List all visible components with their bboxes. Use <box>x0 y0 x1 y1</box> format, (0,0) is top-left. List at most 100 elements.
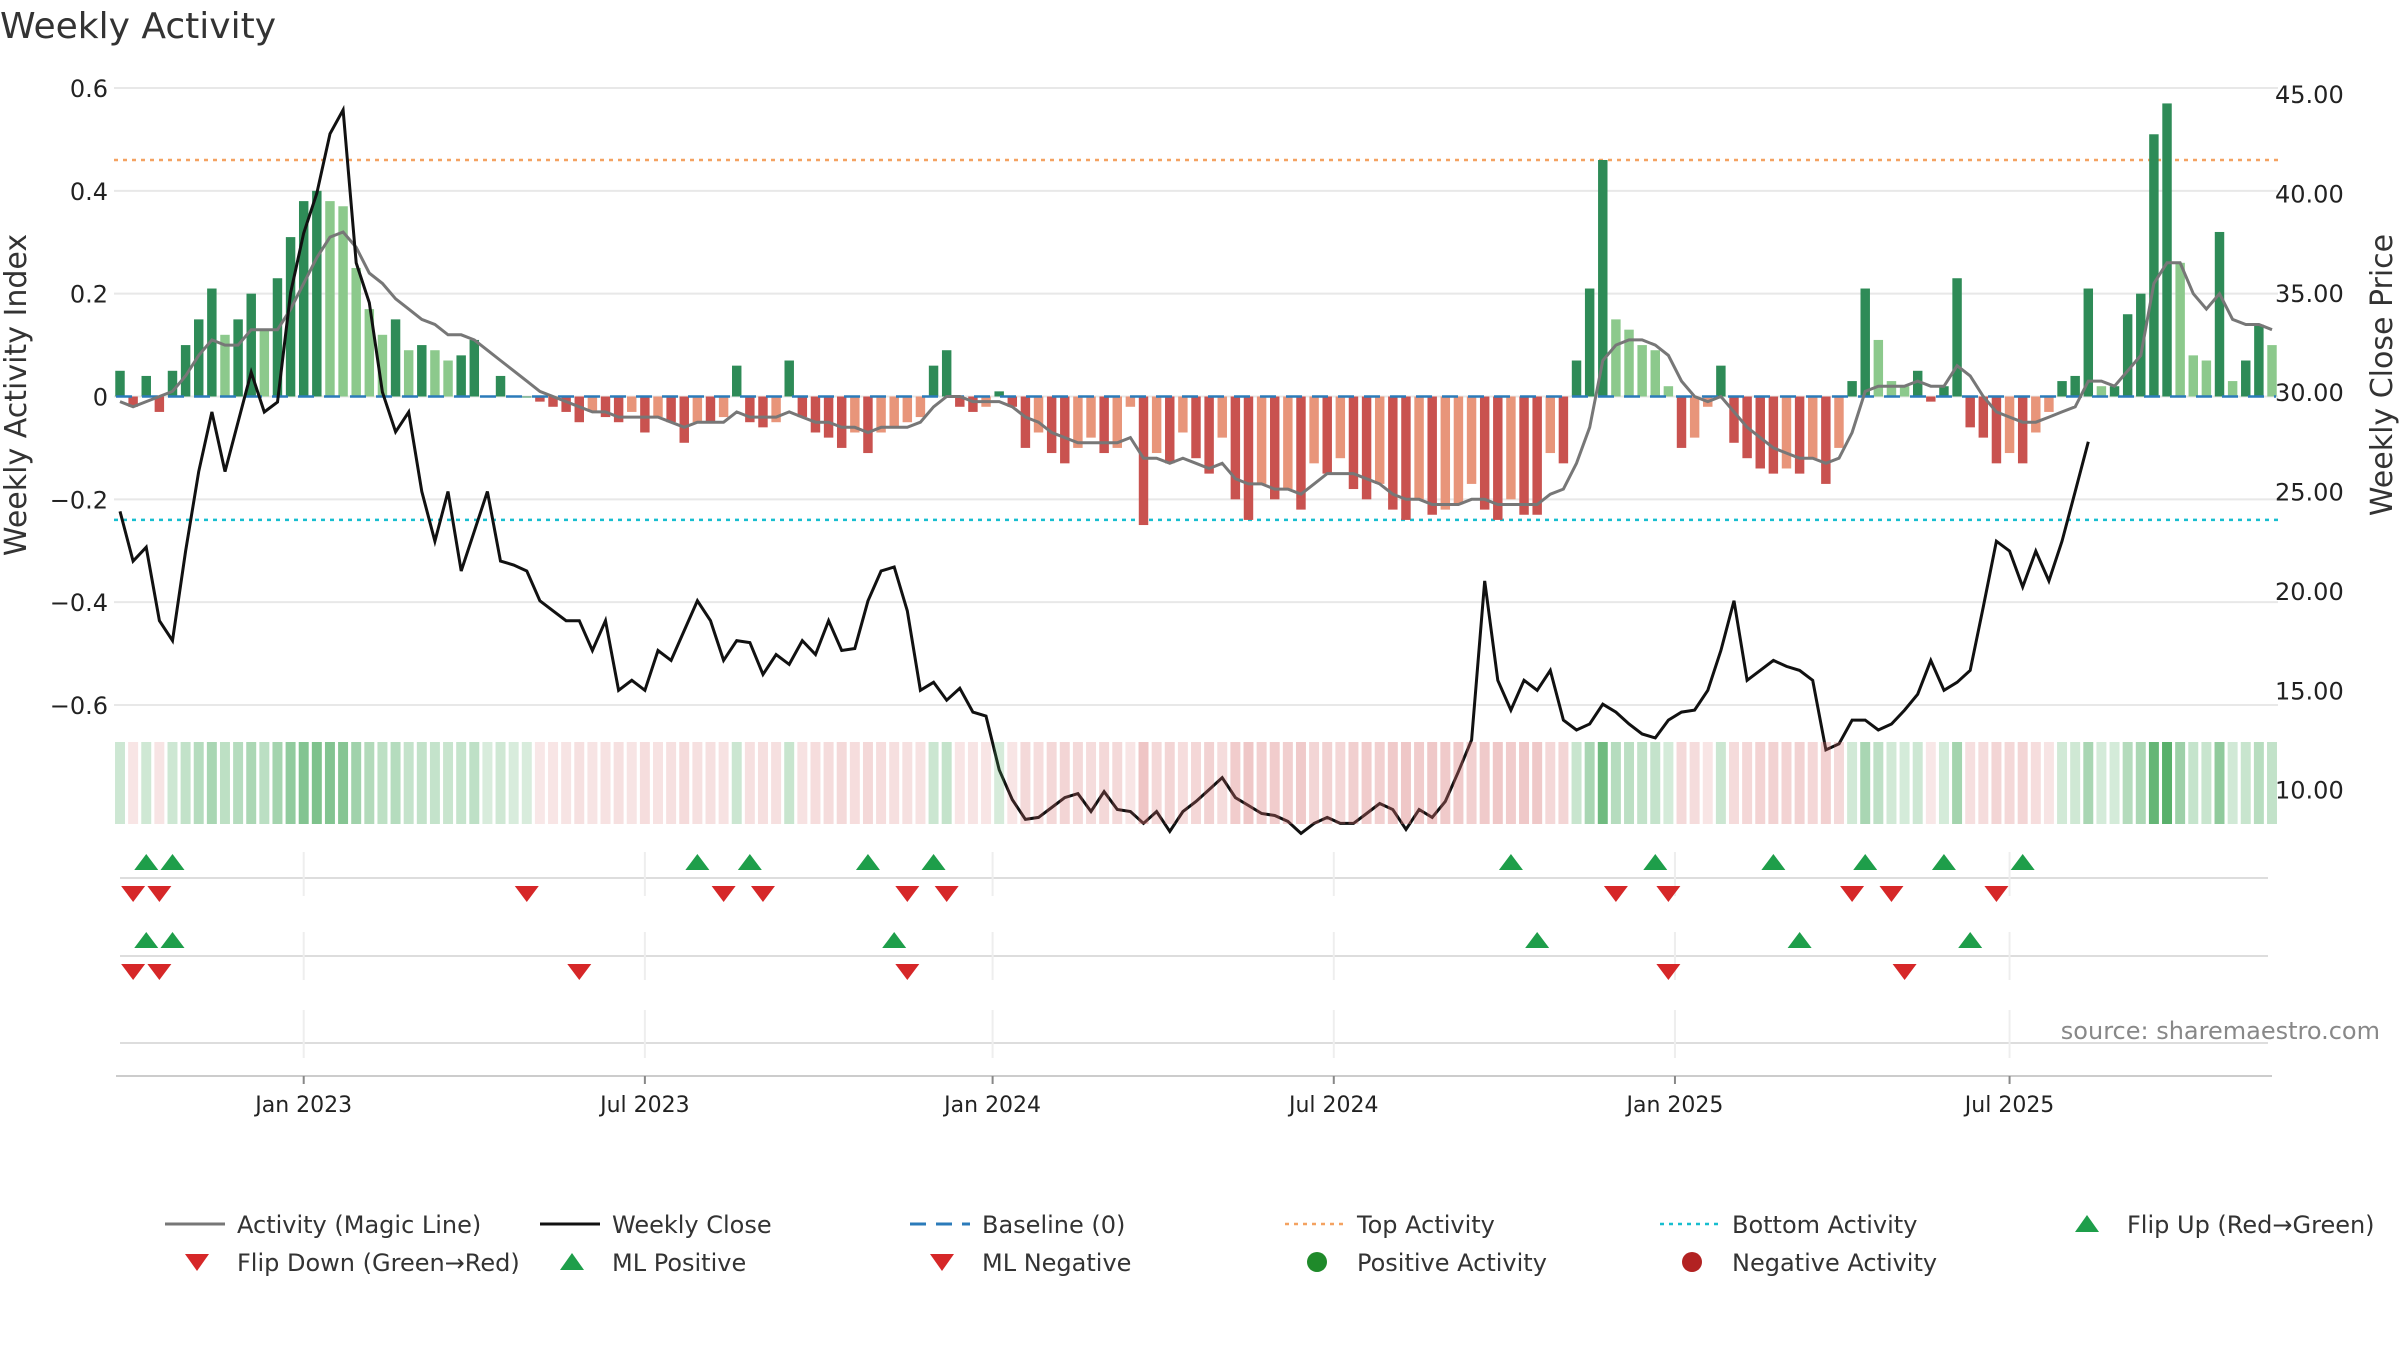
activity-bar <box>561 396 571 412</box>
activity-bar <box>692 396 703 423</box>
heat-cell <box>1833 742 1844 824</box>
activity-bar <box>941 350 952 397</box>
heat-cell <box>429 742 440 824</box>
activity-bar <box>259 329 270 397</box>
heat-cell <box>810 742 821 824</box>
flip-down-marker <box>1892 964 1917 980</box>
heat-cell <box>849 742 860 824</box>
heat-cell <box>954 742 965 824</box>
activity-bar <box>1217 396 1227 438</box>
legend-label: Baseline (0) <box>982 1211 1125 1239</box>
x-tick-label: Jan 2023 <box>253 1093 352 1118</box>
heat-cell <box>338 742 349 824</box>
heat-cell <box>534 742 545 824</box>
activity-bar <box>784 360 794 397</box>
activity-bar <box>1230 396 1241 500</box>
heat-cell <box>469 742 480 824</box>
activity-bar <box>1427 396 1437 515</box>
legend-label: Negative Activity <box>1732 1249 1937 1277</box>
activity-bar <box>797 396 808 418</box>
heat-cell <box>1072 742 1083 824</box>
heat-cell <box>456 742 467 824</box>
activity-bar <box>1952 278 1962 397</box>
heat-cell <box>2057 742 2068 824</box>
activity-bar <box>535 396 545 402</box>
activity-bar <box>1689 396 1700 438</box>
heat-cell <box>2148 742 2159 824</box>
heat-cell <box>154 742 165 824</box>
heat-cell <box>1361 742 1372 824</box>
right-tick-label: 15.00 <box>2275 677 2344 705</box>
heat-cell <box>639 742 650 824</box>
heat-cell <box>666 742 677 824</box>
ml-negative-marker <box>514 886 539 902</box>
activity-bar <box>2227 381 2238 397</box>
heat-cell <box>718 742 729 824</box>
activity-bar <box>810 396 821 433</box>
heat-cell <box>1742 742 1753 824</box>
activity-bar <box>1847 381 1857 397</box>
heat-cell <box>1729 742 1739 824</box>
heat-cell <box>1414 742 1425 824</box>
ml-positive-marker <box>855 854 880 870</box>
right-tick-label: 25.00 <box>2275 479 2344 507</box>
heat-cell <box>679 742 690 824</box>
heat-cell <box>1400 742 1411 824</box>
activity-bar <box>1716 365 1726 397</box>
heat-cell <box>416 742 427 824</box>
heat-cell <box>233 742 244 824</box>
heat-cell <box>259 742 270 824</box>
ml-positive-marker <box>685 854 710 870</box>
heat-cell <box>876 742 887 824</box>
heat-cell <box>915 742 926 824</box>
heat-cell <box>1952 742 1963 824</box>
activity-bar <box>2109 386 2120 397</box>
activity-bar <box>1611 319 1621 397</box>
activity-bar <box>154 396 165 412</box>
heat-cell <box>928 742 939 824</box>
heat-cell <box>1125 742 1136 824</box>
heat-cell <box>967 742 978 824</box>
heat-cell <box>128 742 139 824</box>
activity-bar <box>1768 396 1779 474</box>
ml-positive-marker <box>2010 854 2035 870</box>
activity-bar <box>167 370 178 397</box>
activity-bar <box>2004 396 2015 454</box>
activity-bar <box>771 396 781 423</box>
activity-bar <box>1926 396 1936 402</box>
activity-bar <box>850 396 860 433</box>
heat-cell <box>1637 742 1648 824</box>
activity-bar <box>1440 396 1451 510</box>
heat-cell <box>1597 742 1608 824</box>
activity-bar <box>1479 396 1490 510</box>
activity-bar <box>1335 396 1346 459</box>
activity-bar <box>2162 103 2172 397</box>
legend-item: Weekly Close <box>540 1211 772 1239</box>
heat-cell <box>521 742 532 824</box>
legend-label: Flip Up (Red→Green) <box>2127 1211 2375 1239</box>
heat-cell <box>1204 742 1215 824</box>
legend-item: Flip Down (Green→Red) <box>185 1249 520 1277</box>
activity-bar <box>1637 345 1647 397</box>
activity-bar <box>1519 396 1529 515</box>
legend-label: ML Positive <box>612 1249 746 1277</box>
x-tick-label: Jul 2024 <box>1287 1093 1379 1118</box>
heat-cell <box>981 742 992 824</box>
heat-cell <box>561 742 572 824</box>
heat-cell <box>757 742 768 824</box>
activity-bar <box>1453 396 1464 505</box>
heat-cell <box>797 742 808 824</box>
activity-bar <box>1401 396 1411 520</box>
heat-cell <box>495 742 506 824</box>
activity-bar <box>1151 396 1162 454</box>
heat-cell <box>1873 742 1884 824</box>
heat-cell <box>285 742 296 824</box>
legend-swatch <box>185 1254 209 1271</box>
legend-label: Positive Activity <box>1357 1249 1547 1277</box>
heat-cell <box>771 742 782 824</box>
activity-bar <box>2267 345 2277 397</box>
heat-cell <box>1912 742 1923 824</box>
activity-bar <box>1007 396 1018 407</box>
heat-cell <box>731 742 742 824</box>
heat-cell <box>1860 742 1871 824</box>
